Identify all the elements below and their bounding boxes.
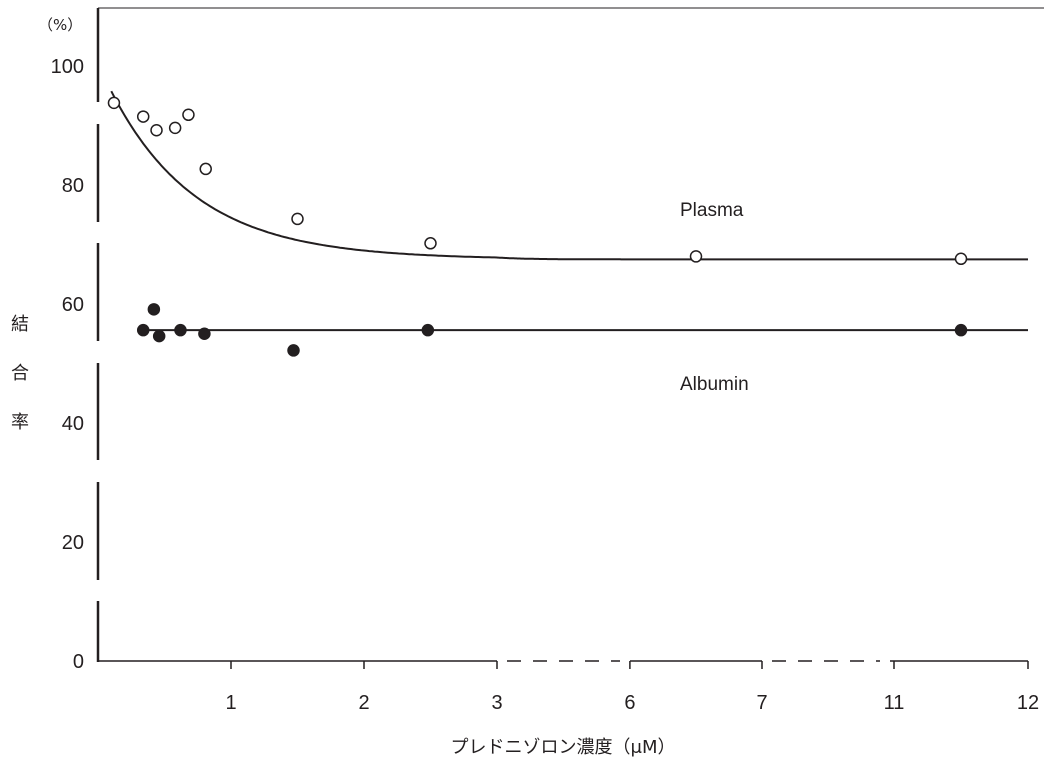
- x-ticks: 1 2 3 6 7 11 12: [225, 661, 1039, 714]
- plasma-data-point: [424, 237, 437, 250]
- series-label-plasma: Plasma: [680, 200, 744, 221]
- x-tick-label: 11: [884, 692, 905, 714]
- albumin-data-point: [147, 303, 161, 316]
- albumin-data-point: [136, 323, 150, 337]
- albumin-data-point: [174, 323, 187, 337]
- plasma-data-point: [291, 212, 304, 226]
- plasma-data-point: [150, 124, 163, 137]
- plasma-data-point: [182, 108, 195, 122]
- y-axis-label-char: 合: [11, 363, 29, 384]
- plasma-data-point: [168, 121, 182, 135]
- plasma-data-point: [136, 110, 150, 123]
- plasma-points: [107, 96, 968, 266]
- albumin-data-point: [954, 323, 968, 337]
- x-axis-label: プレドニゾロン濃度（μM）: [451, 737, 676, 758]
- y-tick-label: 0: [73, 651, 84, 673]
- albumin-data-point: [421, 323, 435, 337]
- albumin-data-point: [152, 329, 166, 343]
- plasma-fit-curve: [110, 90, 1028, 261]
- y-tick-label: 100: [51, 56, 84, 78]
- series-label-albumin: Albumin: [680, 374, 749, 395]
- y-axis-label: 結合率: [11, 314, 29, 433]
- y-tick-label: 60: [62, 294, 84, 316]
- albumin-data-point: [287, 344, 300, 357]
- plasma-data-point: [954, 252, 968, 266]
- albumin-points: [136, 303, 968, 357]
- y-tick-label: 20: [62, 532, 84, 554]
- y-ticks: 0 20 40 60 80 100: [51, 56, 84, 673]
- x-tick-label: 7: [756, 692, 767, 714]
- plasma-data-point: [107, 96, 121, 110]
- x-tick-label: 3: [491, 692, 502, 714]
- x-tick-label: 6: [624, 692, 635, 714]
- y-axis-label-char: 結: [11, 314, 29, 335]
- x-tick-label: 12: [1017, 692, 1039, 714]
- x-tick-label: 1: [225, 692, 236, 714]
- plasma-data-point: [199, 162, 212, 176]
- y-axis-label-char: 率: [11, 412, 29, 433]
- y-tick-label: 80: [62, 175, 84, 197]
- y-unit-label: （%）: [38, 16, 82, 34]
- albumin-data-point: [198, 327, 211, 340]
- plasma-data-point: [689, 250, 703, 263]
- x-tick-label: 2: [358, 692, 369, 714]
- y-tick-label: 40: [62, 413, 84, 435]
